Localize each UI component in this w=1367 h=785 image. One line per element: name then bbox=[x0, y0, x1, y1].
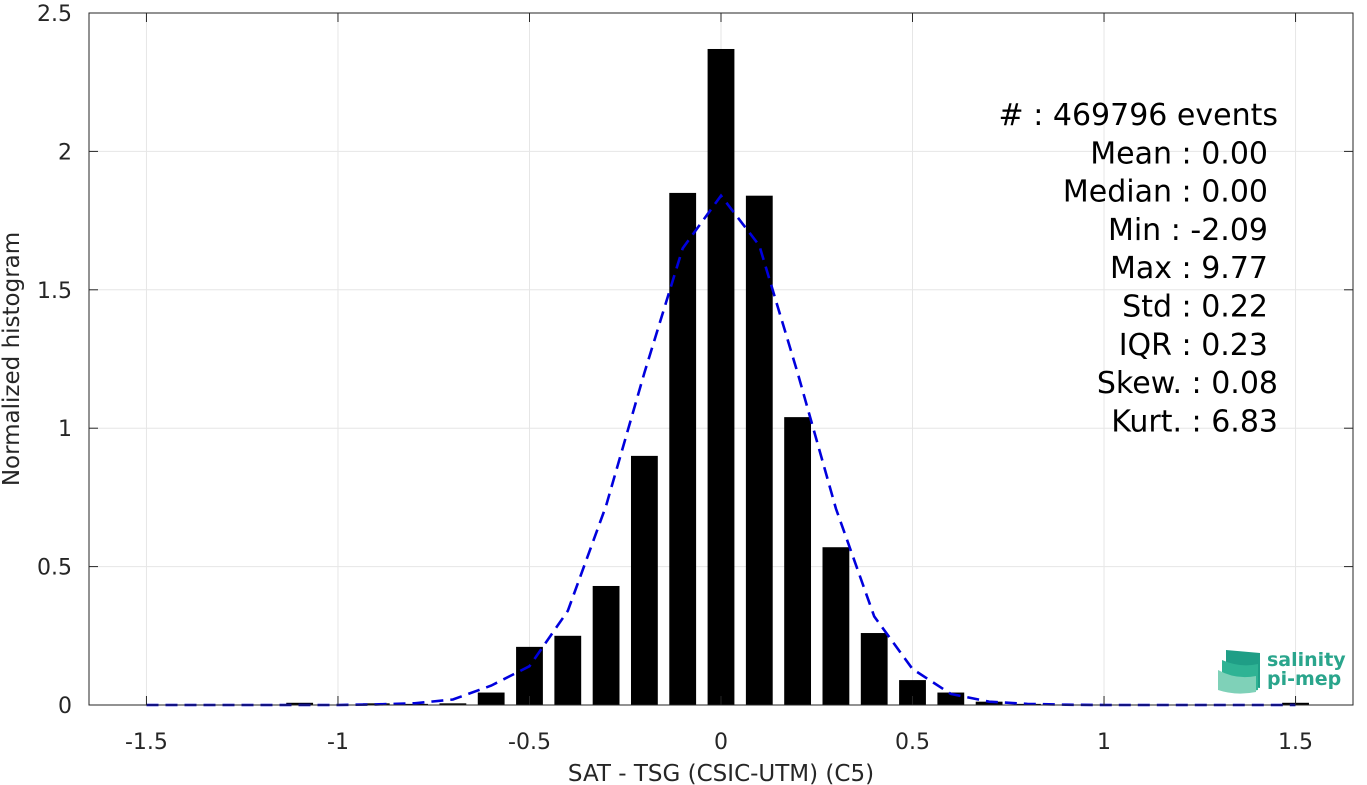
x-tick-labels: -1.5 -1 -0.5 0 0.5 1 1.5 bbox=[125, 730, 1313, 755]
y-tick-label: 0 bbox=[58, 694, 72, 719]
histogram-bar bbox=[707, 48, 735, 705]
stats-line: Kurt. : 6.83 bbox=[1111, 404, 1278, 439]
x-tick-label: 0 bbox=[714, 730, 728, 755]
y-tick-label: 1.5 bbox=[37, 279, 72, 304]
logo-line-2: pi-mep bbox=[1267, 668, 1341, 690]
x-tick-label: -0.5 bbox=[508, 730, 551, 755]
y-tick-label: 0.5 bbox=[37, 556, 72, 581]
histogram-bars bbox=[286, 48, 1309, 706]
histogram-bar bbox=[516, 646, 543, 705]
y-tick-labels: 0 0.5 1 1.5 2 2.5 bbox=[37, 2, 72, 719]
histogram-bar bbox=[784, 417, 812, 705]
salinity-pi-mep-logo: salinity pi-mep bbox=[1218, 649, 1346, 694]
histogram-bar bbox=[439, 703, 467, 705]
histogram-bar bbox=[975, 701, 1003, 705]
histogram-bar bbox=[669, 192, 697, 706]
x-tick-label: 1 bbox=[1097, 730, 1111, 755]
histogram-bar bbox=[745, 195, 773, 706]
logo-line-1: salinity bbox=[1267, 649, 1346, 671]
x-axis-label: SAT - TSG (CSIC-UTM) (C5) bbox=[568, 761, 874, 785]
stats-line: Mean : 0.00 bbox=[1090, 136, 1268, 171]
wave-logo-icon bbox=[1218, 650, 1260, 694]
stats-line: # : 469796 events bbox=[999, 98, 1278, 133]
y-tick-label: 2.5 bbox=[37, 2, 72, 27]
y-tick-label: 1 bbox=[58, 417, 72, 442]
y-axis-label: Normalized histogram bbox=[0, 232, 25, 486]
x-tick-label: 1.5 bbox=[1278, 730, 1313, 755]
histogram-bar bbox=[477, 692, 505, 705]
histogram-bar bbox=[630, 455, 658, 705]
histogram-bar bbox=[860, 633, 888, 705]
histogram-bar bbox=[592, 585, 620, 705]
x-tick-label: -1.5 bbox=[125, 730, 168, 755]
stats-line: Max : 9.77 bbox=[1110, 251, 1268, 286]
x-tick-label: 0.5 bbox=[895, 730, 930, 755]
stats-line: Min : -2.09 bbox=[1108, 213, 1268, 248]
stats-line: Std : 0.22 bbox=[1122, 290, 1268, 325]
x-tick-label: -1 bbox=[327, 730, 349, 755]
y-tick-label: 2 bbox=[58, 140, 72, 165]
axis-ticks bbox=[89, 12, 1353, 706]
stats-line: IQR : 0.23 bbox=[1119, 328, 1268, 363]
stats-line: Skew. : 0.08 bbox=[1097, 366, 1278, 401]
histogram-bar bbox=[554, 635, 582, 705]
histogram-bar bbox=[822, 547, 850, 705]
stats-line: Median : 0.00 bbox=[1063, 175, 1268, 210]
